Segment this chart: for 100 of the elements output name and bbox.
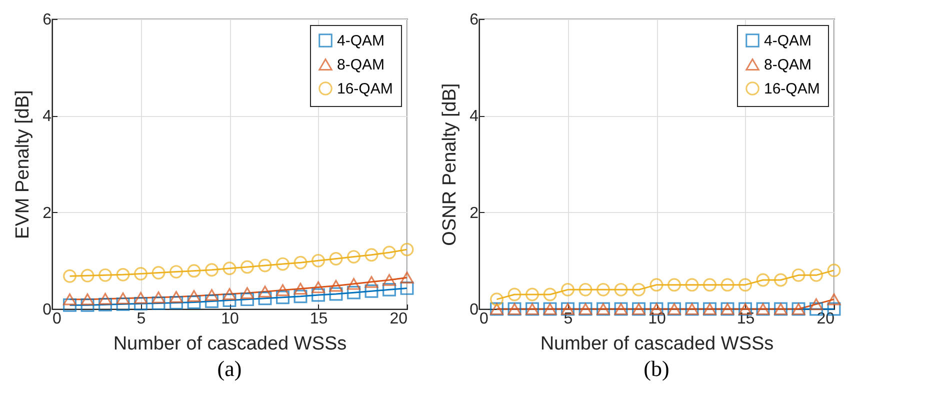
text: (b) xyxy=(644,356,670,381)
point xyxy=(596,282,610,296)
point xyxy=(400,272,414,284)
point xyxy=(134,292,148,304)
point xyxy=(116,292,130,304)
point xyxy=(810,268,823,282)
legend-label: 8-QAM xyxy=(764,56,812,74)
point xyxy=(526,288,539,302)
point xyxy=(703,278,716,292)
text: (a) xyxy=(217,356,242,381)
point xyxy=(364,276,378,288)
point xyxy=(222,288,236,300)
point xyxy=(98,268,112,282)
point xyxy=(205,289,218,301)
point xyxy=(720,278,734,292)
point xyxy=(294,290,308,304)
point xyxy=(294,282,308,295)
point xyxy=(134,267,148,280)
point xyxy=(80,268,94,282)
point xyxy=(347,278,360,290)
point xyxy=(364,248,378,262)
point xyxy=(312,254,325,268)
point xyxy=(490,292,504,306)
y-tick-label: 6 xyxy=(470,12,479,28)
point xyxy=(294,256,308,270)
point xyxy=(650,278,664,292)
legend-label: 16-QAM xyxy=(764,80,820,98)
point xyxy=(614,282,628,296)
point xyxy=(187,296,201,309)
point xyxy=(63,269,76,283)
point xyxy=(276,284,290,296)
point xyxy=(810,298,823,310)
y-tick-label: 4 xyxy=(470,108,479,126)
point xyxy=(63,298,76,312)
point xyxy=(774,273,788,287)
point xyxy=(187,290,201,302)
point xyxy=(382,246,396,260)
point xyxy=(312,288,325,302)
point xyxy=(632,282,646,296)
point xyxy=(205,294,218,308)
point xyxy=(668,278,681,292)
point xyxy=(276,257,290,271)
point xyxy=(152,266,166,280)
legend-label: 16-QAM xyxy=(337,80,393,98)
point xyxy=(827,293,841,306)
point xyxy=(98,298,112,312)
point xyxy=(205,263,218,277)
x-axis-title: Number of cascaded WSSs xyxy=(540,334,774,354)
point xyxy=(329,287,343,301)
x-tick-label: 5 xyxy=(564,310,573,328)
point xyxy=(187,264,201,278)
point xyxy=(222,294,236,308)
point xyxy=(382,274,396,286)
point xyxy=(561,282,574,296)
y-tick-label: 4 xyxy=(42,108,52,126)
point xyxy=(364,284,378,298)
point xyxy=(240,260,254,274)
point xyxy=(240,287,254,299)
y-tick-label: 2 xyxy=(470,204,479,222)
point xyxy=(329,280,343,292)
x-tick-label: 15 xyxy=(310,310,328,328)
point xyxy=(116,268,130,282)
point xyxy=(170,296,183,310)
point xyxy=(578,282,592,296)
point xyxy=(170,290,183,303)
point xyxy=(347,286,360,300)
legend-label: 4-QAM xyxy=(337,32,385,50)
point xyxy=(80,293,94,306)
point xyxy=(543,288,557,302)
x-tick-label: 15 xyxy=(736,310,755,328)
point xyxy=(98,292,112,305)
point xyxy=(152,291,166,304)
point xyxy=(400,242,414,256)
x-axis-title: Number of cascaded WSSs xyxy=(113,334,347,354)
point xyxy=(382,282,396,296)
legend-label: 8-QAM xyxy=(337,56,385,74)
point xyxy=(347,250,360,264)
point xyxy=(152,296,166,310)
point xyxy=(258,292,272,306)
point xyxy=(80,298,94,312)
x-tick-label: 20 xyxy=(390,310,408,328)
y-axis-title: OSNR Penalty [dB] xyxy=(440,83,461,246)
x-tick-label: 10 xyxy=(221,310,239,328)
legend-label: 4-QAM xyxy=(764,32,812,50)
point xyxy=(792,268,806,282)
point xyxy=(240,292,254,306)
point xyxy=(312,281,325,294)
point xyxy=(134,296,148,310)
point xyxy=(258,286,272,298)
point xyxy=(756,273,770,287)
point xyxy=(827,264,841,278)
point xyxy=(400,282,414,295)
point xyxy=(258,258,272,272)
point xyxy=(222,262,236,276)
point xyxy=(508,288,522,302)
point xyxy=(685,278,699,292)
x-tick-label: 10 xyxy=(648,310,666,328)
point xyxy=(329,252,343,266)
y-tick-label: 2 xyxy=(42,204,52,222)
point xyxy=(170,265,183,278)
